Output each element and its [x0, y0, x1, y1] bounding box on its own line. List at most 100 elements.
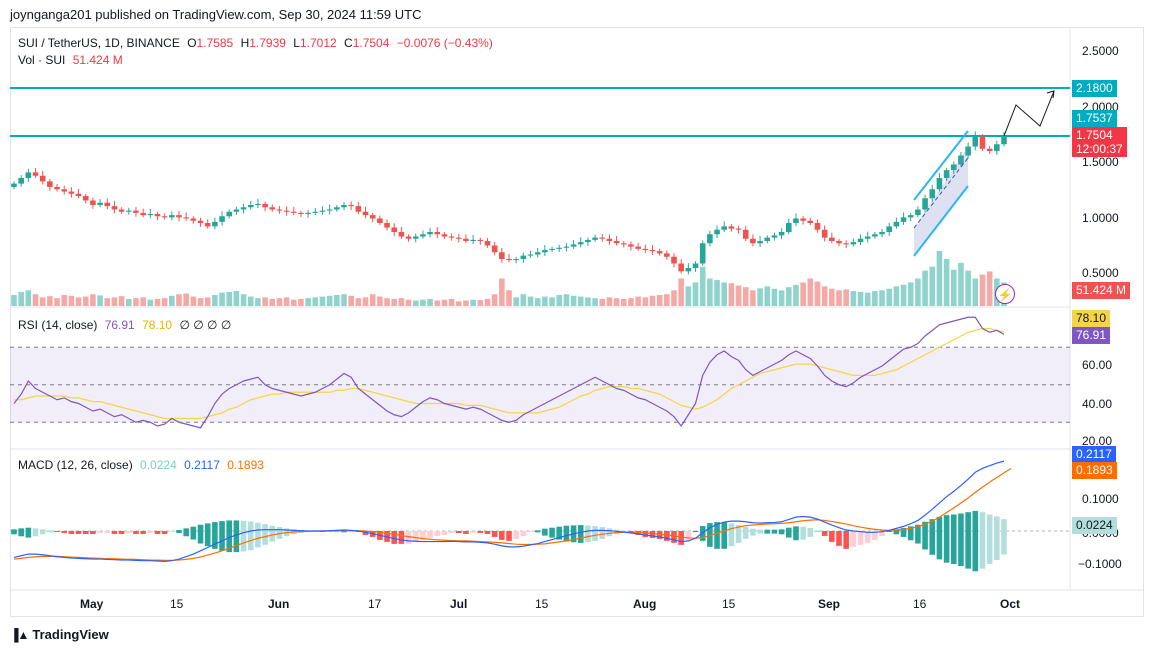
- macd-histogram-bar: [18, 528, 24, 537]
- chart-frame[interactable]: [10, 27, 1144, 617]
- volume-bar: [491, 294, 498, 306]
- volume-bar: [807, 278, 814, 306]
- time-tick: 16: [913, 597, 927, 611]
- candle-body: [420, 234, 426, 237]
- macd-histogram-bar: [154, 531, 161, 534]
- volume-bar: [635, 296, 641, 306]
- macd-histogram-bar: [527, 531, 534, 532]
- candle-body: [549, 248, 555, 250]
- candle-body: [298, 212, 304, 214]
- volume-bar: [405, 299, 412, 306]
- volume-bar: [771, 288, 778, 306]
- time-tick: Oct: [1000, 597, 1021, 611]
- candle-body: [707, 234, 713, 244]
- candle-body: [61, 189, 68, 192]
- macd-histogram-bar: [97, 531, 103, 533]
- candle-body: [721, 226, 728, 230]
- macd-histogram-bar: [104, 531, 111, 533]
- volume-bar: [362, 297, 369, 306]
- volume-bar: [936, 251, 943, 306]
- candle-body: [893, 221, 900, 227]
- volume-bar: [979, 274, 986, 306]
- candle-body: [879, 232, 885, 235]
- rsi-value: 76.91: [104, 318, 135, 332]
- macd-histogram-bar: [477, 531, 484, 533]
- candle-body: [850, 242, 857, 245]
- volume-bar: [125, 298, 132, 306]
- candle-body: [68, 191, 75, 194]
- macd-histogram-bar: [936, 516, 943, 560]
- macd-histogram-bar: [68, 531, 75, 534]
- macd-histogram-bar: [140, 531, 146, 534]
- candle-body: [907, 215, 914, 218]
- macd-hist-value: 0.0224: [140, 458, 177, 472]
- macd-histogram-bar: [656, 531, 663, 539]
- volume-bar: [893, 286, 900, 306]
- candle-body: [843, 243, 849, 245]
- volume-bar: [269, 298, 276, 306]
- macd-histogram-bar: [39, 529, 46, 535]
- macd-signal-value: 0.1893: [227, 458, 264, 472]
- volume-bar: [25, 290, 32, 306]
- macd-histogram-bar: [893, 529, 900, 535]
- candle-body: [750, 238, 756, 244]
- macd-histogram-bar: [585, 525, 591, 543]
- candle-body: [190, 218, 197, 221]
- candle-body: [362, 211, 369, 216]
- macd-histogram-bar: [563, 525, 570, 542]
- macd-histogram-bar: [958, 513, 964, 566]
- volume-bar: [699, 266, 706, 306]
- volume-bar: [68, 295, 75, 306]
- macd-histogram-bar: [707, 523, 713, 547]
- macd-histogram-bar: [793, 526, 799, 541]
- candle-body: [247, 205, 254, 208]
- candle-body: [441, 234, 448, 237]
- candle-body: [133, 210, 139, 213]
- volume-bar: [477, 300, 484, 306]
- macd-histogram-bar: [161, 531, 168, 534]
- candle-body: [161, 216, 168, 218]
- candle-body: [979, 136, 986, 149]
- volume-bar: [857, 291, 864, 306]
- candle-body: [47, 181, 53, 187]
- volume-bar: [965, 270, 971, 306]
- volume-bar: [427, 298, 433, 306]
- open-label: O: [187, 36, 197, 50]
- macd-histogram-bar: [907, 526, 914, 541]
- macd-histogram-bar: [692, 531, 699, 532]
- volume-bar: [355, 298, 362, 306]
- volume-bar: [721, 282, 728, 306]
- horizontal-levels: [10, 87, 1070, 137]
- lightning-icon[interactable]: ⚡: [995, 284, 1015, 304]
- macd-histogram-bar: [47, 530, 53, 533]
- price-tick: 0.5000: [1082, 266, 1119, 280]
- time-tick: Jun: [268, 597, 290, 611]
- macd-histogram-bar: [950, 514, 957, 564]
- volume-bar: [455, 301, 462, 306]
- candle-body: [606, 238, 613, 241]
- candle-body: [75, 193, 82, 196]
- macd-histogram-bar: [620, 530, 627, 532]
- macd-histogram-bar: [240, 520, 247, 552]
- volume-bar: [599, 298, 606, 306]
- tradingview-logo: ▐▲ TradingView: [10, 627, 109, 642]
- macd-histogram-bar: [362, 531, 369, 535]
- macd-histogram-bar: [606, 528, 613, 537]
- time-tick: May: [80, 597, 104, 611]
- volume-bar: [384, 298, 390, 306]
- rsi-extra: ∅ ∅ ∅ ∅: [179, 318, 232, 332]
- candle-body: [334, 207, 340, 210]
- close-value: 1.7504: [352, 36, 390, 50]
- time-tick: 15: [722, 597, 736, 611]
- macd-histogram-bar: [463, 531, 469, 534]
- candle-body: [685, 268, 692, 272]
- level-tag-lower: 1.7537: [1072, 110, 1117, 127]
- macd-histogram-bar: [556, 526, 563, 540]
- rsi-ma-value: 78.10: [142, 318, 173, 332]
- rsi-ma-line: [14, 327, 1005, 420]
- macd-histogram-bar: [434, 531, 441, 536]
- candle-body: [728, 226, 735, 229]
- volume-bar: [61, 295, 68, 306]
- volume-bar: [642, 297, 649, 306]
